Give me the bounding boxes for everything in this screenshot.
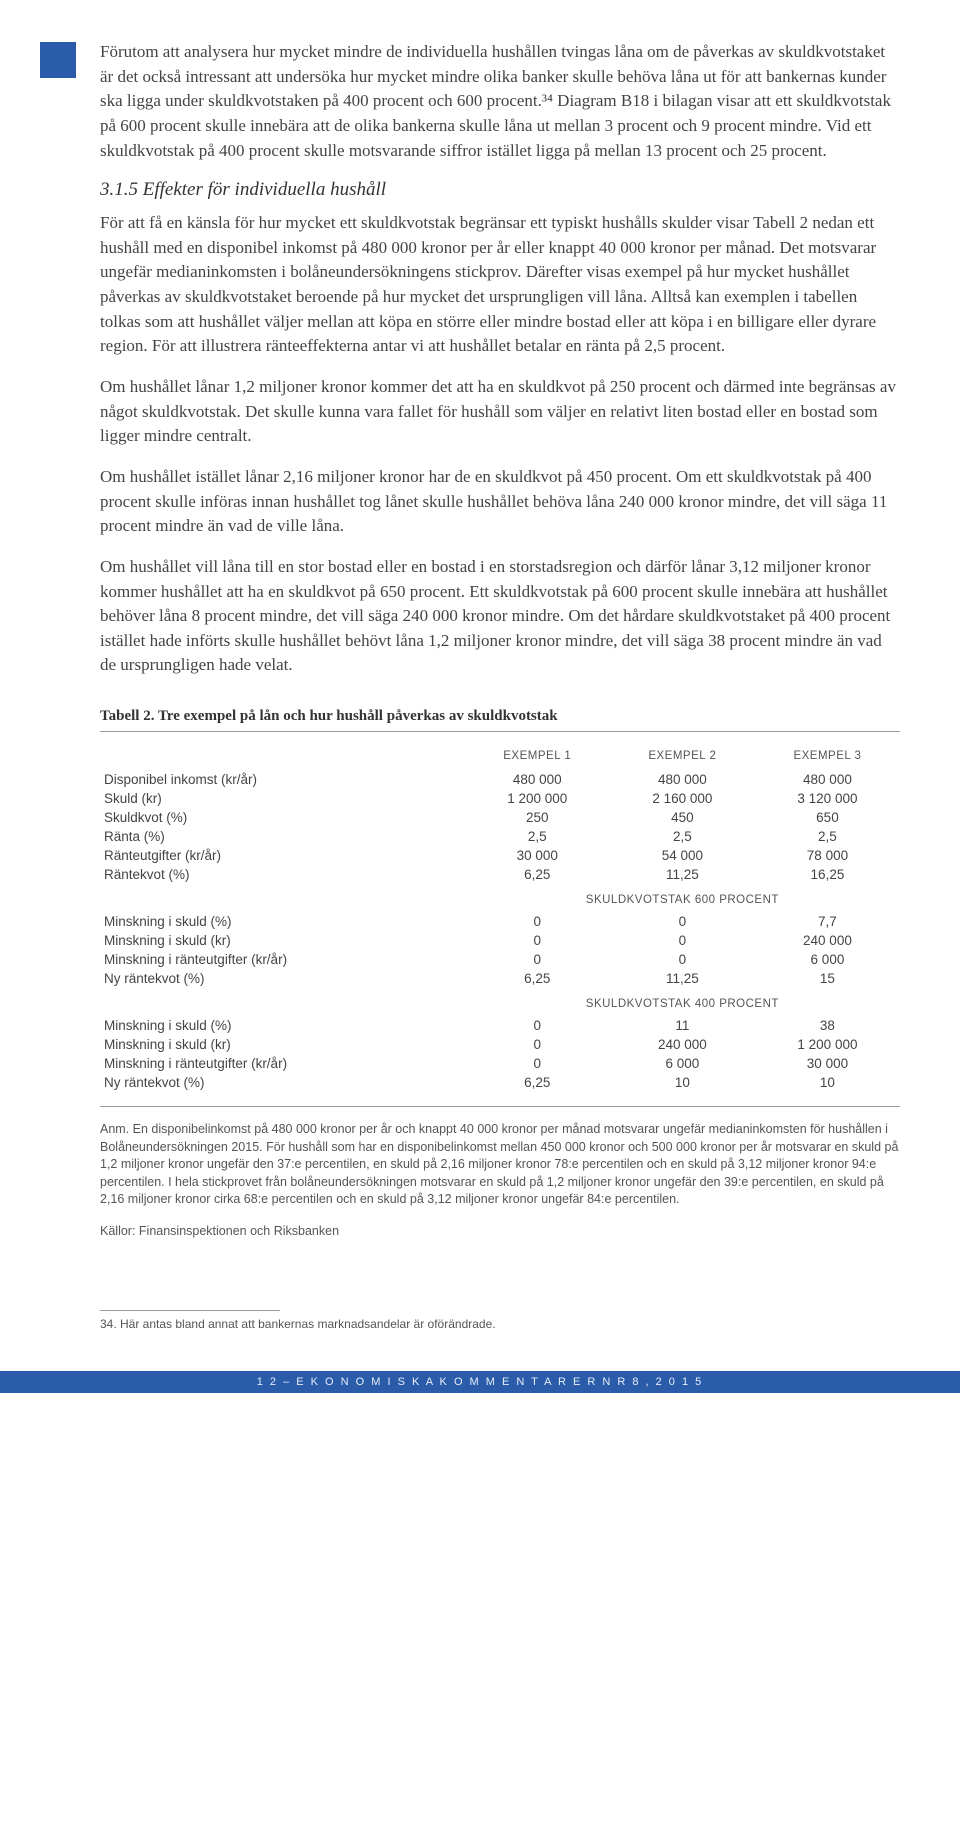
table-title: Tabell 2. Tre exempel på lån och hur hus…: [100, 708, 900, 732]
table-cell: Ränta (%): [100, 827, 465, 846]
paragraph-intro: Förutom att analysera hur mycket mindre …: [100, 40, 900, 163]
table-cell: Minskning i skuld (%): [100, 1016, 465, 1035]
examples-table: EXEMPEL 1 EXEMPEL 2 EXEMPEL 3 Disponibel…: [100, 740, 900, 1092]
table-sources: Källor: Finansinspektionen och Riksbanke…: [100, 1223, 900, 1241]
table-note: Anm. En disponibelinkomst på 480 000 kro…: [100, 1121, 900, 1209]
table-cell: 0: [465, 931, 610, 950]
section-heading: 3.1.5 Effekter för individuella hushåll: [100, 179, 900, 201]
table-section-label: SKULDKVOTSTAK 600 PROCENT: [465, 884, 900, 912]
table-row: Minskning i skuld (%)007,7: [100, 912, 900, 931]
table-cell: 16,25: [755, 865, 900, 884]
table-cell: 2,5: [465, 827, 610, 846]
table-row: Ränta (%)2,52,52,5: [100, 827, 900, 846]
table-cell: 11: [610, 1016, 755, 1035]
table-cell: 0: [465, 912, 610, 931]
table-cell: 0: [465, 1054, 610, 1073]
table-header-row: EXEMPEL 1 EXEMPEL 2 EXEMPEL 3: [100, 740, 900, 770]
table-cell: 30 000: [755, 1054, 900, 1073]
table-cell: 38: [755, 1016, 900, 1035]
page-footer: 1 2 – E K O N O M I S K A K O M M E N T …: [0, 1371, 960, 1393]
table-cell: Minskning i skuld (%): [100, 912, 465, 931]
table-cell: 0: [465, 1035, 610, 1054]
table-cell: 0: [465, 950, 610, 969]
table-section-label: SKULDKVOTSTAK 400 PROCENT: [465, 988, 900, 1016]
table-cell: 0: [465, 1016, 610, 1035]
margin-marker: [40, 42, 76, 78]
table-cell: 11,25: [610, 969, 755, 988]
table-cell: Ränteutgifter (kr/år): [100, 846, 465, 865]
table-section-row: SKULDKVOTSTAK 400 PROCENT: [100, 988, 900, 1016]
table-cell: 650: [755, 808, 900, 827]
paragraph-3: Om hushållet lånar 1,2 miljoner kronor k…: [100, 375, 900, 449]
table-cell: 6,25: [465, 969, 610, 988]
page-content: Förutom att analysera hur mycket mindre …: [0, 0, 960, 1371]
footnote-34: 34. Här antas bland annat att bankernas …: [100, 1317, 900, 1331]
table-cell: 6,25: [465, 1073, 610, 1092]
table-cell: 450: [610, 808, 755, 827]
table-cell: 1 200 000: [465, 789, 610, 808]
footnote-rule: [100, 1310, 280, 1311]
table-row: Ny räntekvot (%)6,251010: [100, 1073, 900, 1092]
table-row: Disponibel inkomst (kr/år)480 000480 000…: [100, 770, 900, 789]
table-cell: 240 000: [755, 931, 900, 950]
table-cell: 240 000: [610, 1035, 755, 1054]
table-cell: Ny räntekvot (%): [100, 969, 465, 988]
table-cell: 30 000: [465, 846, 610, 865]
table-wrapper: EXEMPEL 1 EXEMPEL 2 EXEMPEL 3 Disponibel…: [100, 740, 900, 1107]
table-cell: 2 160 000: [610, 789, 755, 808]
table-cell: 480 000: [465, 770, 610, 789]
col-header: EXEMPEL 2: [610, 740, 755, 770]
table-cell: 78 000: [755, 846, 900, 865]
table-cell: 10: [610, 1073, 755, 1092]
table-row: Räntekvot (%)6,2511,2516,25: [100, 865, 900, 884]
table-cell: Minskning i skuld (kr): [100, 931, 465, 950]
table-cell: 6 000: [755, 950, 900, 969]
table-cell: Disponibel inkomst (kr/år): [100, 770, 465, 789]
table-cell: 1 200 000: [755, 1035, 900, 1054]
table-row: Minskning i skuld (kr)0240 0001 200 000: [100, 1035, 900, 1054]
table-row: Ny räntekvot (%)6,2511,2515: [100, 969, 900, 988]
table-row: Skuldkvot (%)250450650: [100, 808, 900, 827]
table-row: Skuld (kr)1 200 0002 160 0003 120 000: [100, 789, 900, 808]
table-cell: 10: [755, 1073, 900, 1092]
table-cell: 15: [755, 969, 900, 988]
table-cell: 3 120 000: [755, 789, 900, 808]
table-cell: 0: [610, 931, 755, 950]
table-row: Minskning i skuld (kr)00240 000: [100, 931, 900, 950]
paragraph-5: Om hushållet vill låna till en stor bost…: [100, 555, 900, 678]
table-cell: 2,5: [610, 827, 755, 846]
table-cell: Ny räntekvot (%): [100, 1073, 465, 1092]
table-cell: Minskning i ränteutgifter (kr/år): [100, 1054, 465, 1073]
table-row: Ränteutgifter (kr/år)30 00054 00078 000: [100, 846, 900, 865]
table-cell: [100, 988, 465, 1016]
table-cell: 250: [465, 808, 610, 827]
col-header: EXEMPEL 3: [755, 740, 900, 770]
table-cell: 0: [610, 950, 755, 969]
table-cell: Räntekvot (%): [100, 865, 465, 884]
table-row: Minskning i skuld (%)01138: [100, 1016, 900, 1035]
table-cell: [100, 884, 465, 912]
table-cell: 480 000: [610, 770, 755, 789]
table-cell: Minskning i skuld (kr): [100, 1035, 465, 1054]
col-header: EXEMPEL 1: [465, 740, 610, 770]
paragraph-2: För att få en känsla för hur mycket ett …: [100, 211, 900, 359]
table-section-row: SKULDKVOTSTAK 600 PROCENT: [100, 884, 900, 912]
table-row: Minskning i ränteutgifter (kr/år)006 000: [100, 950, 900, 969]
table-cell: 54 000: [610, 846, 755, 865]
table-cell: Minskning i ränteutgifter (kr/år): [100, 950, 465, 969]
table-cell: 0: [610, 912, 755, 931]
table-cell: 6 000: [610, 1054, 755, 1073]
table-cell: 480 000: [755, 770, 900, 789]
table-cell: 6,25: [465, 865, 610, 884]
table-cell: 7,7: [755, 912, 900, 931]
col-header: [100, 740, 465, 770]
table-row: Minskning i ränteutgifter (kr/år)06 0003…: [100, 1054, 900, 1073]
table-cell: Skuldkvot (%): [100, 808, 465, 827]
table-cell: 11,25: [610, 865, 755, 884]
paragraph-4: Om hushållet istället lånar 2,16 miljone…: [100, 465, 900, 539]
table-cell: Skuld (kr): [100, 789, 465, 808]
table-cell: 2,5: [755, 827, 900, 846]
